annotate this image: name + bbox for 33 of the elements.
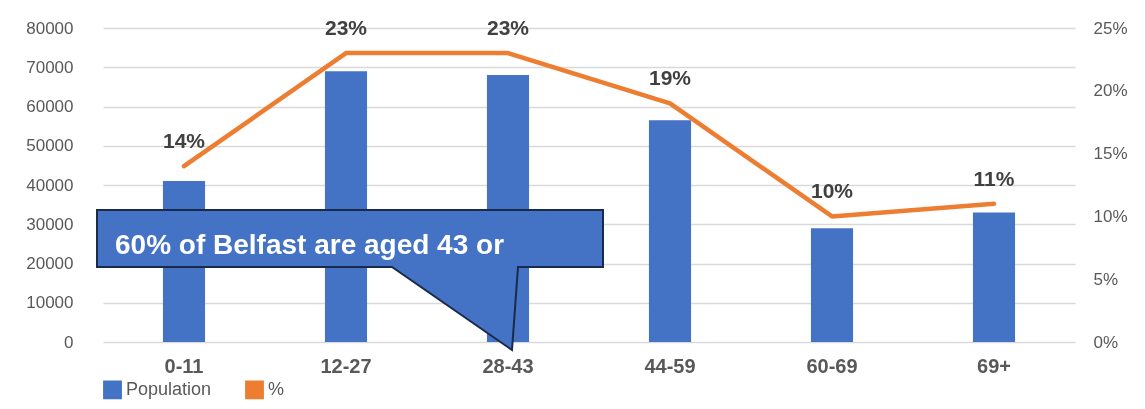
legend-label: Population [126,378,212,399]
x-tick-label: 60-69 [806,354,858,377]
y-tick-label: 40000 [26,175,74,195]
y2-tick-label: 0% [1093,332,1119,352]
data-label: 19% [648,66,692,90]
y-tick-label: 70000 [26,57,74,77]
y2-tick-label: 10% [1093,206,1128,226]
y-tick-label: 20000 [26,254,74,273]
bar [648,120,692,342]
y2-tick-label: 20% [1093,81,1128,101]
y-tick-label: 50000 [26,136,74,156]
x-tick-label: 28-43 [482,354,534,377]
data-label: 10% [810,179,854,203]
x-tick-label: 44-59 [644,354,696,377]
annotation: 60% of Belfast are aged 43 or [115,229,505,260]
bar [972,212,1016,342]
y2-tick-label: 15% [1093,144,1128,164]
bar [810,228,854,342]
data-label: 23% [324,16,368,40]
y-tick-label: 80000 [26,18,74,38]
x-tick-label: 12-27 [320,354,372,377]
y2-tick-label: 25% [1093,18,1128,38]
data-label: 11% [973,166,1015,190]
y-tick-label: 30000 [26,214,74,234]
data-label: 23% [486,16,530,40]
x-tick-label: 0-11 [164,354,204,377]
data-label: 14% [162,129,206,153]
legend-label: % [268,378,285,399]
y2-tick-label: 5% [1093,269,1119,289]
x-tick-label: 69+ [977,354,1011,377]
y-tick-label: 0 [64,332,74,352]
y-tick-label: 10000 [26,293,74,313]
y-tick-label: 60000 [26,97,74,116]
